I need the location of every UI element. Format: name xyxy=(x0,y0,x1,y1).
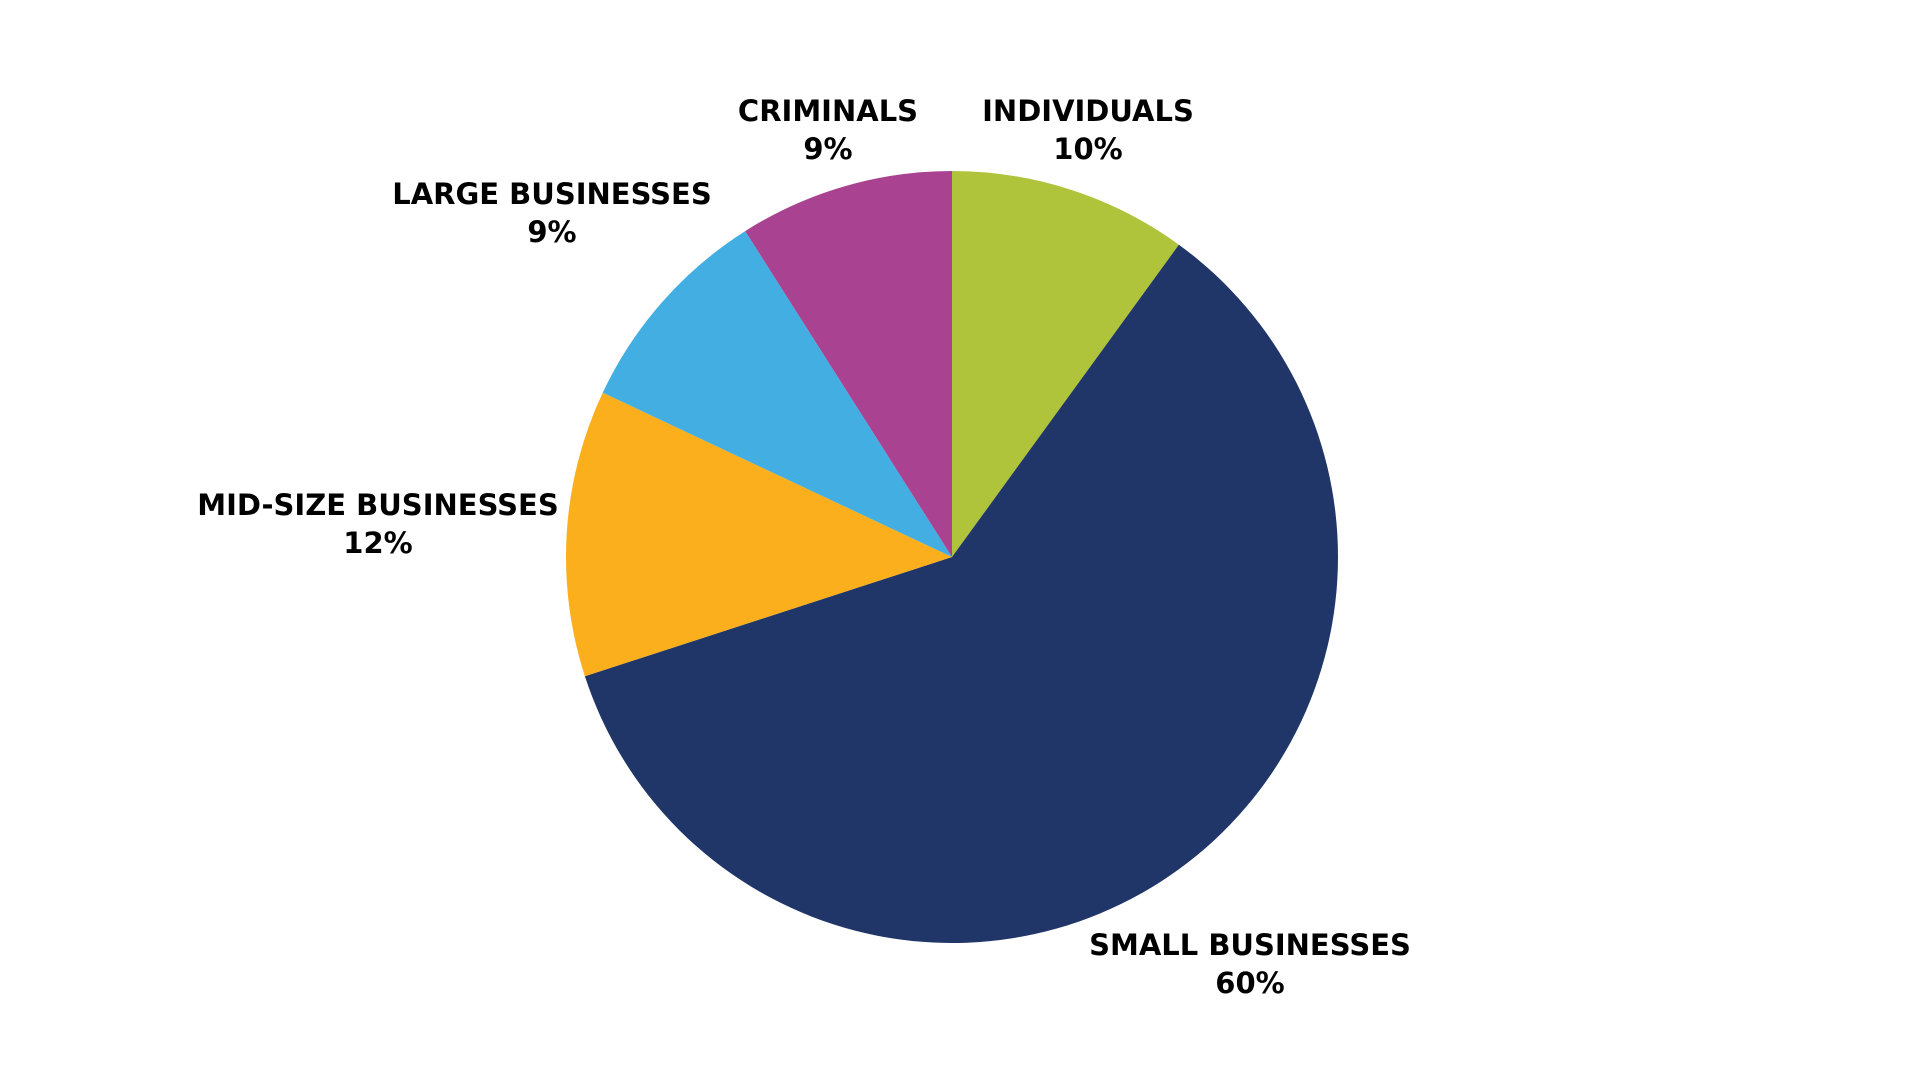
slice-label-large-businesses: LARGE BUSINESSES xyxy=(392,177,712,211)
slice-label-criminals: CRIMINALS xyxy=(738,94,918,128)
pie-slice-large-businesses xyxy=(602,231,952,557)
pie-slice-individuals xyxy=(952,171,1179,557)
slice-value-small-businesses: 60% xyxy=(1215,966,1284,1000)
slice-labels: INDIVIDUALS 10% SMALL BUSINESSES 60% MID-SIZ… xyxy=(197,94,1411,1000)
slice-label-mid-size-businesses: MID-SIZE BUSINESSES xyxy=(197,488,558,522)
pie-slices xyxy=(566,171,1338,943)
slice-label-small-businesses: SMALL BUSINESSES xyxy=(1089,928,1411,962)
slice-value-individuals: 10% xyxy=(1053,132,1122,166)
slice-label-individuals: INDIVIDUALS xyxy=(982,94,1194,128)
slice-value-mid-size-businesses: 12% xyxy=(343,526,412,560)
pie-slice-mid-size-businesses xyxy=(566,392,952,677)
slice-value-large-businesses: 9% xyxy=(527,215,576,249)
slice-value-criminals: 9% xyxy=(803,132,852,166)
pie-slice-small-businesses xyxy=(584,244,1338,943)
pie-slice-criminals xyxy=(745,171,952,557)
